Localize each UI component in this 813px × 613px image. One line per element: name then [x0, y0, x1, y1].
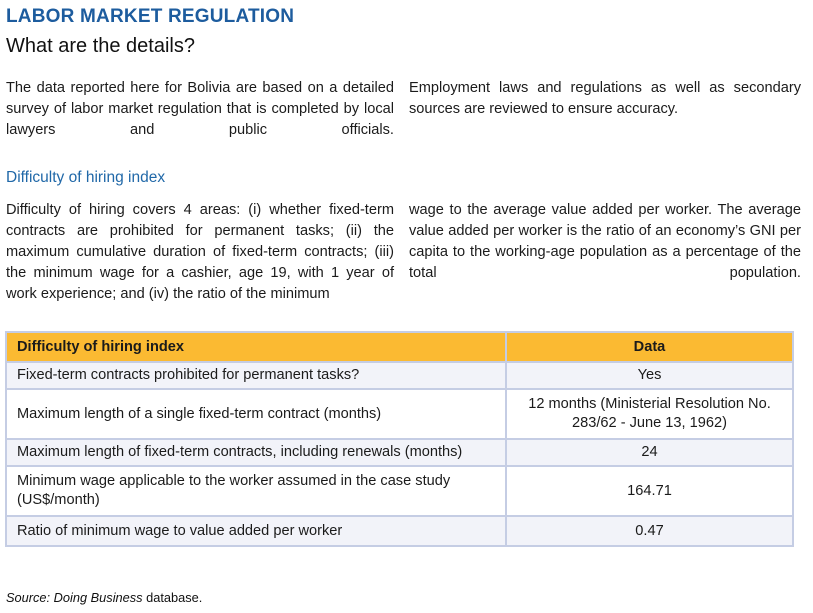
row-label: Maximum length of a single fixed-term co…	[5, 388, 507, 440]
section-paragraph-left: Difficulty of hiring covers 4 areas: (i)…	[6, 202, 394, 302]
row-label: Fixed-term contracts prohibited for perm…	[5, 361, 507, 390]
row-value: 12 months (Ministerial Resolution No. 28…	[505, 388, 794, 440]
intro-paragraph-left: The data reported here for Bolivia are b…	[6, 80, 394, 138]
table-header-row: Difficulty of hiring index Data	[5, 331, 794, 363]
table-header-label: Difficulty of hiring index	[5, 331, 507, 363]
difficulty-of-hiring-table: Difficulty of hiring index Data Fixed-te…	[5, 331, 794, 547]
row-label: Ratio of minimum wage to value added per…	[5, 515, 507, 547]
table-header-data: Data	[505, 331, 794, 363]
table-row: Minimum wage applicable to the worker as…	[5, 465, 794, 517]
table-row: Maximum length of fixed-term contracts, …	[5, 438, 794, 467]
row-value: Yes	[505, 361, 794, 390]
table-row: Maximum length of a single fixed-term co…	[5, 388, 794, 440]
page-subtitle: What are the details?	[6, 35, 195, 57]
row-value: 164.71	[505, 465, 794, 517]
row-value: 24	[505, 438, 794, 467]
source-note-regular: database.	[142, 590, 203, 605]
intro-columns: The data reported here for Bolivia are b…	[6, 78, 805, 141]
page-title: LABOR MARKET REGULATION	[6, 6, 295, 27]
section-paragraph-right: wage to the average value added per work…	[409, 202, 801, 281]
row-label: Minimum wage applicable to the worker as…	[5, 465, 507, 517]
row-label: Maximum length of fixed-term contracts, …	[5, 438, 507, 467]
source-note: Source: Doing Business database.	[6, 590, 202, 605]
section-columns: Difficulty of hiring covers 4 areas: (i)…	[6, 200, 805, 305]
table-row: Fixed-term contracts prohibited for perm…	[5, 361, 794, 390]
source-note-italic: Source: Doing Business	[6, 590, 143, 605]
intro-paragraph-right: Employment laws and regulations as well …	[409, 80, 801, 117]
table-row: Ratio of minimum wage to value added per…	[5, 515, 794, 547]
section-heading: Difficulty of hiring index	[6, 169, 166, 186]
row-value: 0.47	[505, 515, 794, 547]
